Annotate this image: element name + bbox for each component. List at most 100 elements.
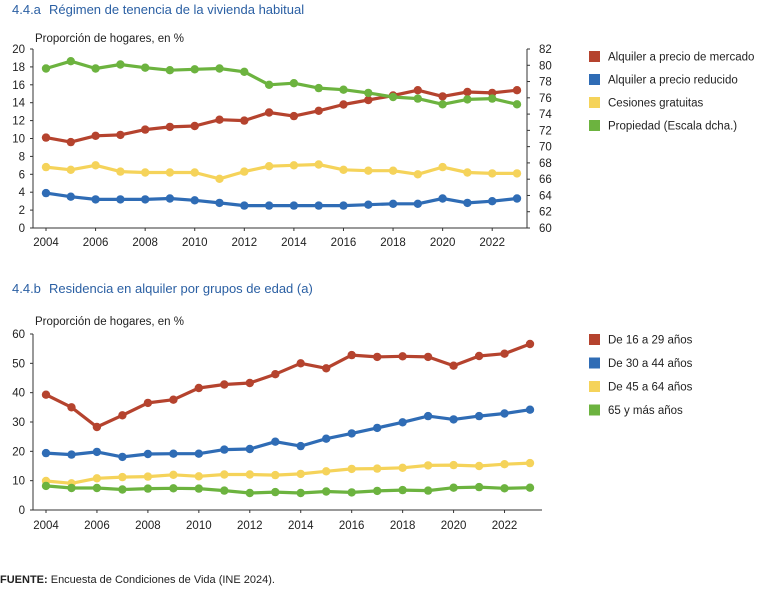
chart-1-legend-label: De 45 a 64 años bbox=[608, 382, 693, 394]
chart-1-data-point bbox=[245, 488, 254, 498]
chart-1-data-point bbox=[220, 380, 229, 389]
chart-1-data-point bbox=[194, 484, 203, 493]
chart-0-data-point bbox=[165, 168, 175, 177]
chart-0-data-point bbox=[240, 67, 249, 77]
chart-0-data-point bbox=[41, 133, 51, 142]
chart-0-data-point bbox=[66, 192, 76, 201]
chart-0-title: Régimen de tenencia de la vivienda habit… bbox=[49, 2, 304, 17]
chart-1-data-point bbox=[347, 429, 356, 438]
chart-1-data-point bbox=[500, 349, 509, 358]
chart-0-data-point bbox=[264, 201, 274, 210]
chart-0-ytick-label: 6 bbox=[19, 169, 25, 181]
chart-1-data-point bbox=[220, 445, 229, 454]
chart-1-data-point bbox=[169, 484, 178, 493]
chart-0-data-point bbox=[91, 131, 100, 140]
chart-0-data-point bbox=[264, 162, 274, 171]
chart-0-y2tick-label: 76 bbox=[539, 93, 552, 105]
chart-1-data-point bbox=[220, 486, 229, 495]
chart-0-ytick-label: 4 bbox=[19, 187, 26, 199]
chart-1-data-point bbox=[143, 484, 153, 493]
chart-0-data-point bbox=[289, 111, 299, 121]
chart-1-data-point bbox=[474, 411, 484, 421]
chart-1-data-point bbox=[423, 461, 433, 470]
chart-0-data-point bbox=[240, 167, 249, 176]
chart-0-data-point bbox=[438, 194, 447, 203]
chart-1-data-point bbox=[169, 449, 178, 458]
chart-0-data-point bbox=[314, 160, 323, 169]
chart-0-ytick-label: 14 bbox=[12, 98, 25, 110]
chart-1-title: Residencia en alquiler por grupos de eda… bbox=[49, 281, 313, 296]
chart-0-ytick-label: 16 bbox=[12, 80, 25, 92]
chart-1-data-point bbox=[169, 395, 178, 404]
chart-1-legend-swatch bbox=[589, 357, 600, 369]
chart-1-data-point bbox=[398, 352, 407, 361]
chart-1-xtick-label: 2010 bbox=[186, 520, 212, 532]
chart-1-data-point bbox=[474, 482, 484, 492]
chart-1-data-point bbox=[118, 485, 127, 494]
chart-0-xtick-label: 2022 bbox=[479, 237, 505, 249]
chart-1-data-point bbox=[118, 411, 127, 420]
chart-1-data-point bbox=[373, 464, 382, 473]
chart-0-y2tick-label: 74 bbox=[539, 109, 552, 121]
chart-1-ytick-label: 40 bbox=[12, 388, 25, 400]
chart-0-data-point bbox=[339, 165, 348, 174]
chart-1-data-point bbox=[296, 488, 305, 498]
chart-1-data-point bbox=[194, 449, 203, 458]
chart-1-data-point bbox=[67, 450, 76, 459]
chart-0-y2tick-label: 70 bbox=[539, 142, 552, 154]
chart-0-data-point bbox=[289, 201, 299, 210]
chart-0-legend-label: Cesiones gratuitas bbox=[608, 98, 703, 110]
chart-1-ytick-label: 30 bbox=[12, 417, 25, 429]
chart-0-xtick-label: 2014 bbox=[281, 237, 307, 249]
chart-0-data-point bbox=[190, 65, 199, 74]
chart-1-data-point bbox=[373, 423, 382, 433]
chart-1-data-point bbox=[296, 441, 305, 451]
chart-0-legend-swatch bbox=[589, 74, 600, 85]
chart-0-data-point bbox=[364, 95, 373, 105]
chart-1-data-point bbox=[500, 484, 509, 493]
chart-0-xtick-label: 2004 bbox=[33, 237, 59, 249]
chart-1-data-point bbox=[118, 452, 127, 462]
chart-0-xtick-label: 2008 bbox=[132, 237, 158, 249]
chart-1-data-point bbox=[271, 470, 280, 480]
chart-0-data-point bbox=[314, 83, 323, 93]
chart-1-data-point bbox=[373, 486, 382, 496]
chart-0-xtick-label: 2020 bbox=[430, 237, 456, 249]
chart-0-y2tick-label: 60 bbox=[539, 223, 552, 235]
chart-0-data-point bbox=[165, 122, 175, 132]
chart-0-series-line bbox=[44, 88, 519, 144]
source-text: Encuesta de Condiciones de Vida (INE 202… bbox=[47, 574, 275, 586]
chart-0-data-point bbox=[41, 162, 51, 172]
chart-0-legend-label: Alquiler a precio de mercado bbox=[608, 52, 754, 64]
chart-1-data-point bbox=[525, 483, 535, 492]
chart-0-data-point bbox=[66, 137, 76, 147]
chart-0-data-point bbox=[488, 169, 497, 178]
chart-0-y2tick-label: 68 bbox=[539, 158, 552, 170]
chart-1-xtick-label: 2004 bbox=[33, 520, 59, 532]
chart-0-ytick-label: 10 bbox=[12, 134, 25, 146]
chart-0-data-point bbox=[339, 85, 348, 94]
chart-1-xtick-label: 2020 bbox=[441, 520, 467, 532]
chart-1-series-line bbox=[44, 408, 532, 459]
chart-1-data-point bbox=[67, 403, 76, 412]
chart-0-y2tick-label: 78 bbox=[539, 77, 552, 89]
chart-1-xtick-label: 2012 bbox=[237, 520, 263, 532]
chart-1-legend-label: De 30 a 44 años bbox=[608, 358, 693, 370]
chart-0-data-point bbox=[116, 130, 125, 140]
chart-0-data-point bbox=[141, 195, 150, 204]
chart-1-legend-swatch bbox=[589, 381, 600, 392]
chart-0-y2tick-label: 72 bbox=[539, 125, 552, 137]
chart-0-data-point bbox=[240, 201, 249, 210]
chart-0-data-point bbox=[413, 170, 422, 179]
chart-0-data-point bbox=[264, 108, 274, 117]
chart-1-data-point bbox=[143, 398, 153, 408]
chart-1-data-point bbox=[398, 418, 407, 427]
chart-0-data-point bbox=[463, 168, 472, 177]
chart-1-data-point bbox=[143, 449, 153, 459]
chart-1-data-point bbox=[347, 488, 356, 497]
chart-0-data-point bbox=[190, 121, 199, 131]
chart-1-data-point bbox=[322, 467, 331, 476]
chart-0-ytick-label: 18 bbox=[12, 62, 25, 74]
chart-0-data-point bbox=[215, 115, 224, 124]
chart-0-data-point bbox=[339, 100, 348, 109]
